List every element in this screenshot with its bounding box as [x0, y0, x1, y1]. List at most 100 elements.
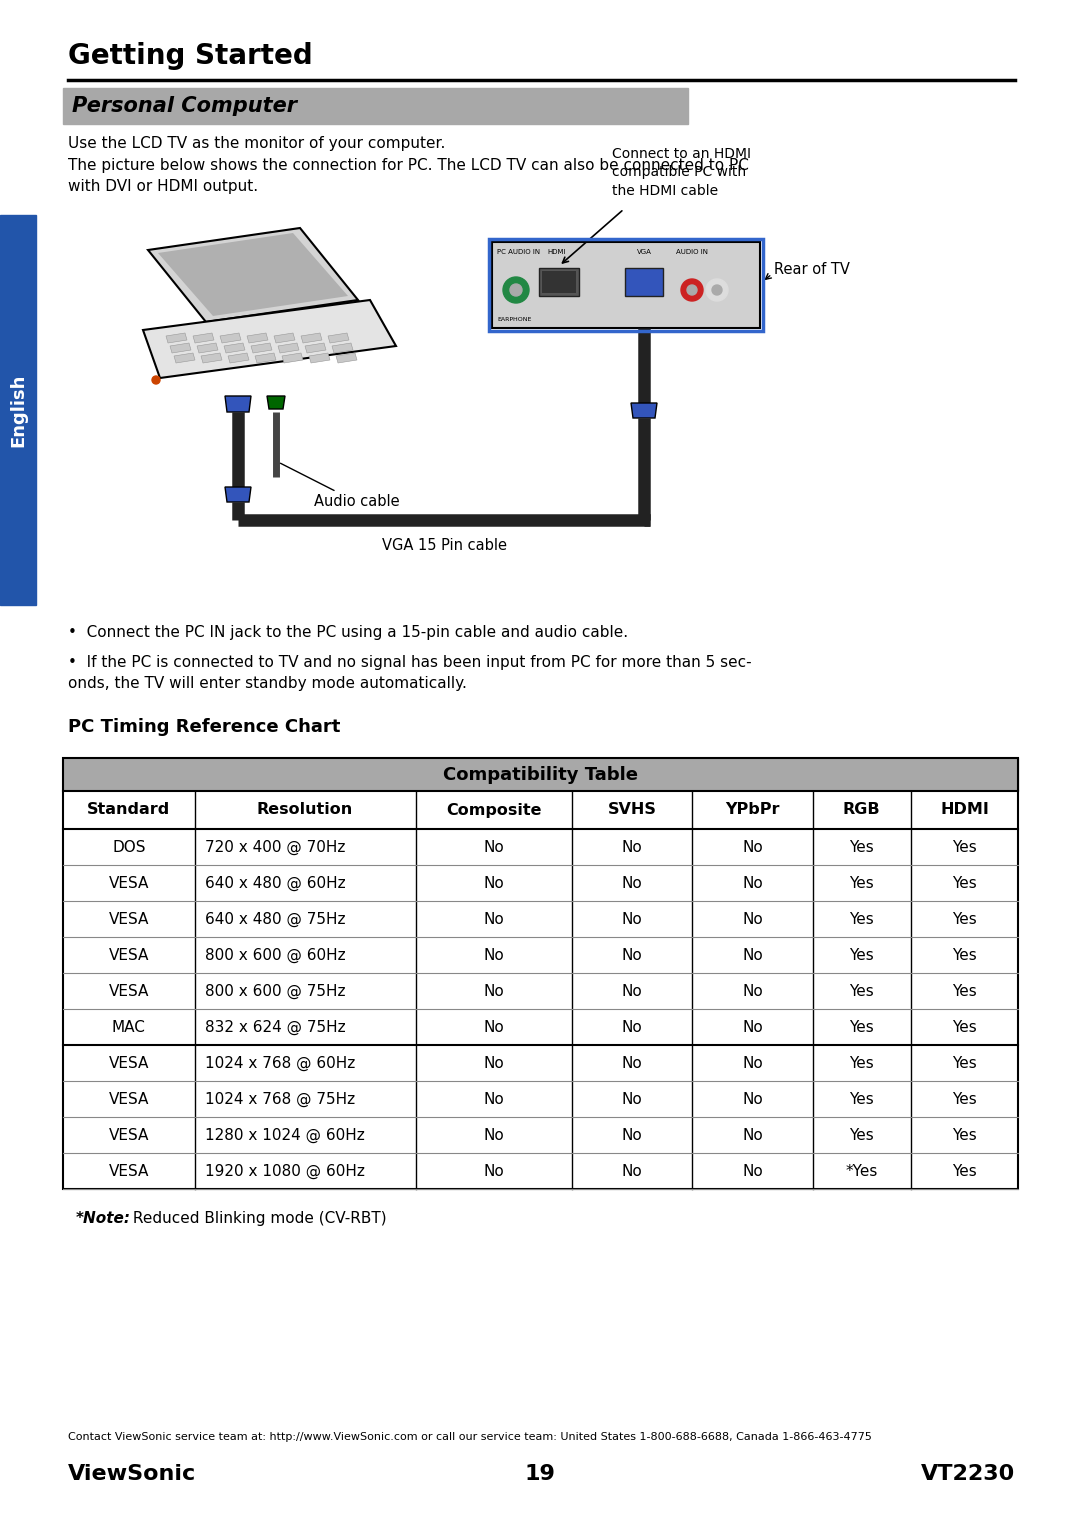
Polygon shape [225, 396, 251, 413]
Text: Yes: Yes [850, 947, 874, 963]
Text: No: No [483, 876, 504, 891]
Bar [63, 758, 1018, 792]
Text: 800 x 600 @ 60Hz: 800 x 600 @ 60Hz [204, 947, 346, 963]
Polygon shape [225, 487, 251, 503]
Text: AUDIO IN: AUDIO IN [676, 249, 708, 255]
Polygon shape [274, 333, 295, 342]
Text: VGA: VGA [636, 249, 651, 255]
Text: Compatibility Table: Compatibility Table [443, 766, 638, 784]
Text: Yes: Yes [850, 876, 874, 891]
Bar [63, 758, 1018, 1189]
Text: Standard: Standard [87, 802, 171, 817]
Text: Yes: Yes [850, 1056, 874, 1071]
Text: HDMI: HDMI [940, 802, 989, 817]
Bar [489, 238, 762, 332]
Bar [63, 1154, 1018, 1189]
Text: VESA: VESA [109, 947, 149, 963]
Bar [63, 865, 1018, 902]
Text: Composite: Composite [446, 802, 541, 817]
Text: No: No [483, 1056, 504, 1071]
Text: No: No [742, 1128, 762, 1143]
Polygon shape [301, 333, 322, 342]
Text: ViewSonic: ViewSonic [68, 1464, 197, 1484]
Text: Yes: Yes [850, 1128, 874, 1143]
Text: PC Timing Reference Chart: PC Timing Reference Chart [68, 718, 340, 736]
Polygon shape [197, 342, 218, 353]
Polygon shape [267, 396, 285, 410]
Text: No: No [483, 1163, 504, 1178]
Text: No: No [622, 1091, 643, 1106]
Polygon shape [332, 342, 353, 353]
Text: No: No [483, 912, 504, 926]
Text: The picture below shows the connection for PC. The LCD TV can also be connected : The picture below shows the connection f… [68, 157, 748, 194]
Text: 800 x 600 @ 75Hz: 800 x 600 @ 75Hz [204, 984, 346, 999]
Bar [63, 792, 1018, 830]
Text: Yes: Yes [953, 1128, 976, 1143]
Text: 19: 19 [525, 1464, 555, 1484]
Text: No: No [622, 1128, 643, 1143]
Text: Yes: Yes [953, 1163, 976, 1178]
Polygon shape [201, 353, 222, 364]
Text: No: No [742, 839, 762, 854]
Polygon shape [166, 333, 187, 342]
Text: Resolution: Resolution [257, 802, 353, 817]
Text: Reduced Blinking mode (CV-RBT): Reduced Blinking mode (CV-RBT) [129, 1212, 387, 1225]
Polygon shape [309, 353, 330, 364]
Circle shape [681, 280, 703, 301]
Circle shape [152, 376, 160, 384]
Text: 1920 x 1080 @ 60Hz: 1920 x 1080 @ 60Hz [204, 1163, 365, 1178]
Text: Yes: Yes [953, 876, 976, 891]
Text: No: No [622, 1056, 643, 1071]
Circle shape [687, 286, 697, 295]
Text: DOS: DOS [112, 839, 146, 854]
Text: No: No [622, 984, 643, 998]
Polygon shape [336, 353, 357, 364]
Text: No: No [622, 1163, 643, 1178]
Bar [542, 270, 576, 293]
Bar [63, 830, 1018, 865]
Polygon shape [228, 353, 249, 364]
Text: No: No [483, 1091, 504, 1106]
Text: No: No [742, 912, 762, 926]
Text: Yes: Yes [850, 1091, 874, 1106]
Text: VGA 15 Pin cable: VGA 15 Pin cable [381, 538, 507, 553]
Polygon shape [193, 333, 214, 342]
Text: Yes: Yes [953, 912, 976, 926]
Text: Yes: Yes [953, 947, 976, 963]
Text: No: No [622, 1019, 643, 1034]
Text: Yes: Yes [850, 1019, 874, 1034]
Text: *Note:: *Note: [76, 1212, 131, 1225]
Text: 832 x 624 @ 75Hz: 832 x 624 @ 75Hz [204, 1019, 346, 1034]
Text: No: No [742, 947, 762, 963]
Polygon shape [278, 342, 299, 353]
Bar [63, 1008, 1018, 1045]
Text: No: No [483, 947, 504, 963]
Text: No: No [622, 876, 643, 891]
Bar [63, 902, 1018, 937]
Text: EARPHONE: EARPHONE [497, 316, 531, 322]
Text: Getting Started: Getting Started [68, 41, 313, 70]
Text: No: No [742, 1019, 762, 1034]
Polygon shape [631, 403, 657, 419]
Polygon shape [148, 228, 357, 322]
Text: VESA: VESA [109, 1056, 149, 1071]
Text: HDMI: HDMI [548, 249, 566, 255]
Text: No: No [483, 839, 504, 854]
Polygon shape [305, 342, 326, 353]
Text: No: No [742, 984, 762, 998]
Text: VESA: VESA [109, 876, 149, 891]
Polygon shape [328, 333, 349, 342]
Text: No: No [483, 984, 504, 998]
Text: YPbPr: YPbPr [726, 802, 780, 817]
Polygon shape [143, 299, 396, 377]
Polygon shape [282, 353, 303, 364]
Text: Yes: Yes [953, 984, 976, 998]
Text: 720 x 400 @ 70Hz: 720 x 400 @ 70Hz [204, 839, 345, 854]
Text: Yes: Yes [850, 912, 874, 926]
Text: Connect to an HDMI
compatible PC with
the HDMI cable: Connect to an HDMI compatible PC with th… [612, 147, 751, 197]
Text: VESA: VESA [109, 984, 149, 998]
Bar [63, 937, 1018, 973]
Polygon shape [247, 333, 268, 342]
Bar [63, 1117, 1018, 1154]
Bar [63, 1080, 1018, 1117]
